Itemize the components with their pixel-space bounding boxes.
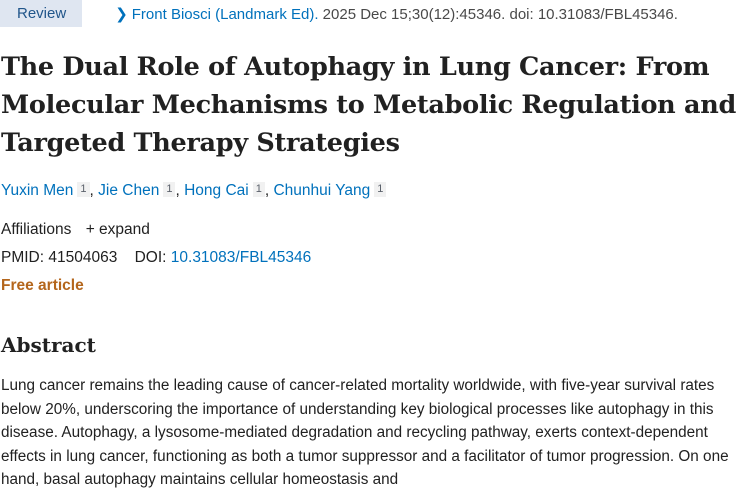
affiliation-ref[interactable]: 1 bbox=[163, 182, 176, 197]
author-link[interactable]: Chunhui Yang bbox=[273, 182, 371, 199]
author-link[interactable]: Hong Cai bbox=[184, 182, 249, 199]
doi-link[interactable]: 10.31083/FBL45346 bbox=[170, 249, 312, 266]
expand-affiliations-button[interactable]: + expand bbox=[85, 221, 150, 238]
author-link[interactable]: Yuxin Men bbox=[1, 182, 74, 199]
affiliations: Affiliations + expand bbox=[1, 221, 150, 239]
abstract-heading: Abstract bbox=[1, 333, 96, 357]
affiliation-ref[interactable]: 1 bbox=[374, 182, 387, 197]
author-link[interactable]: Jie Chen bbox=[98, 182, 160, 199]
free-article-label: Free article bbox=[1, 277, 84, 294]
affiliation-ref[interactable]: 1 bbox=[252, 182, 265, 197]
article-title: The Dual Role of Autophagy in Lung Cance… bbox=[1, 52, 736, 158]
pmid-label: PMID: bbox=[1, 249, 45, 266]
identifiers: PMID: 41504063 DOI: 10.31083/FBL45346 bbox=[1, 249, 311, 267]
chevron-right-icon: ❯ bbox=[115, 5, 128, 23]
journal-link[interactable]: Front Biosci (Landmark Ed). bbox=[131, 5, 319, 23]
publication-type-badge: Review bbox=[0, 0, 83, 27]
citation-bar: Review ❯ Front Biosci (Landmark Ed). 2025… bbox=[0, 0, 678, 27]
affiliations-label: Affiliations bbox=[1, 221, 72, 238]
pmid-value: 41504063 bbox=[48, 249, 118, 266]
doi-label: DOI: bbox=[134, 249, 167, 266]
affiliation-ref[interactable]: 1 bbox=[77, 182, 90, 197]
citation: ❯ Front Biosci (Landmark Ed). 2025 Dec 15… bbox=[115, 5, 678, 23]
authors-list: Yuxin Men 1, Jie Chen 1, Hong Cai 1, Chunhu… bbox=[1, 182, 387, 200]
citation-details: 2025 Dec 15;30(12):45346. doi: 10.31083/… bbox=[318, 5, 678, 23]
abstract-text: Lung cancer remains the leading cause of… bbox=[1, 377, 729, 489]
